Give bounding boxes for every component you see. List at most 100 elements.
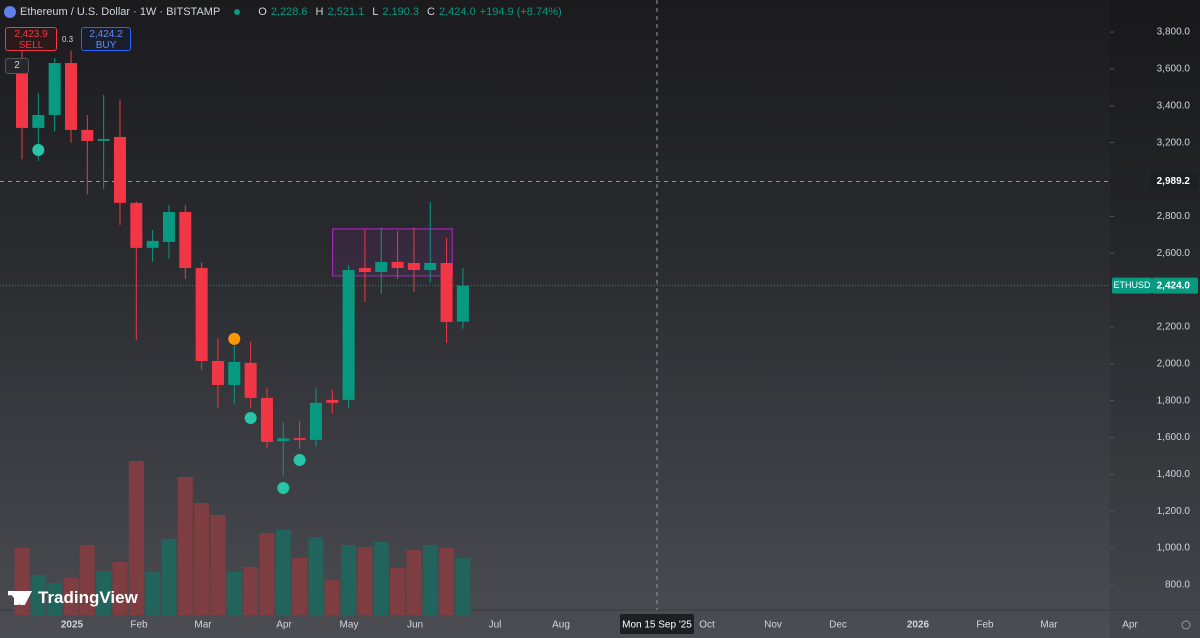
candle-body: [293, 438, 306, 440]
ohlc-value: 2,190.3: [382, 6, 420, 18]
candle-body: [211, 361, 224, 385]
crosshair-date: Mon 15 Sep '25: [622, 620, 692, 631]
candle-body: [424, 262, 437, 270]
price-label-name: ETHUSD: [1113, 280, 1151, 290]
price-label: 2,424.0: [1157, 280, 1191, 291]
candle-body: [440, 262, 453, 322]
candle-body: [309, 402, 322, 440]
sell-price: 2,423.9: [14, 29, 48, 40]
volume-bar: [194, 503, 210, 615]
y-tick-label: 3,800.0: [1157, 27, 1191, 38]
signal-dot: [244, 411, 257, 424]
candle-body: [375, 261, 388, 273]
volume-bar: [226, 572, 242, 615]
volume-bar: [145, 572, 161, 615]
y-tick-label: 3,600.0: [1157, 64, 1191, 75]
ohlc-value: 2,228.6: [270, 6, 308, 18]
crosshair-date-box: [620, 614, 694, 634]
volume-bar: [210, 515, 226, 615]
market-status: [234, 9, 241, 15]
sell-button[interactable]: 2,423.9 SELL: [5, 27, 57, 51]
x-tick-label: Nov: [764, 620, 782, 631]
volume-bar: [243, 567, 259, 615]
y-tick-label: 2,800.0: [1157, 211, 1191, 222]
y-tick-label: 1,000.0: [1157, 543, 1191, 554]
volume-bar: [47, 583, 63, 615]
y-tick-label: 1,200.0: [1157, 506, 1191, 517]
volume-bar: [439, 548, 455, 615]
candle-body: [391, 261, 404, 268]
brand-logo: [8, 591, 32, 605]
y-tick-label: 1,800.0: [1157, 395, 1191, 406]
volume-bar: [275, 530, 291, 615]
price-label-box: [1112, 277, 1152, 294]
ohlc-key: C: [427, 6, 435, 18]
buy-label: BUY: [95, 40, 117, 51]
x-tick-label: Aug: [552, 620, 570, 631]
y-tick-label: 3,200.0: [1157, 137, 1191, 148]
ohlc-value: 2,521.1: [327, 6, 365, 18]
volume-bar: [390, 568, 406, 615]
y-tick-label: 1,600.0: [1157, 432, 1191, 443]
spread: 0.3: [62, 35, 74, 44]
candle-body: [97, 138, 110, 141]
y-tick-label: 800.0: [1165, 580, 1190, 591]
symbol-icon: [4, 6, 16, 18]
volume-bar: [30, 575, 46, 615]
candle-body: [260, 397, 273, 442]
candle-body: [162, 211, 175, 242]
symbol[interactable]: Ethereum / U.S. Dollar · 1W · BITSTAMP: [20, 6, 221, 18]
x-tick-label: Oct: [699, 620, 715, 631]
x-tick-label: Apr: [276, 620, 292, 631]
signal-dot: [228, 332, 241, 345]
legend-header: Ethereum / U.S. Dollar · 1W · BITSTAMP O…: [4, 2, 562, 22]
buy-button[interactable]: 2,424.2 BUY: [81, 27, 131, 51]
candle-body: [32, 114, 45, 128]
candle-body: [16, 65, 28, 128]
candle-body: [407, 262, 420, 270]
change: +194.9 (+8.74%): [479, 6, 562, 18]
volume-bar: [177, 477, 193, 615]
price-axis: [1110, 0, 1200, 638]
x-tick-label: Feb: [976, 620, 994, 631]
volume-bar: [422, 545, 438, 615]
ohlc-value: 2,424.0: [438, 6, 476, 18]
x-tick-label: Dec: [829, 620, 847, 631]
candle-body: [326, 399, 339, 403]
x-tick-label: Apr: [1122, 620, 1138, 631]
price-label-box: [1152, 277, 1198, 294]
ohlc-key: O: [258, 6, 267, 18]
candle-body: [195, 267, 208, 362]
candle-body: [48, 63, 61, 115]
signal-dot: [277, 482, 290, 494]
volume-bar: [63, 578, 79, 615]
volume-bar: [455, 558, 471, 615]
candle-body: [244, 362, 257, 398]
volume-bar: [308, 537, 324, 615]
volume-bar: [406, 550, 422, 615]
candle-body: [179, 211, 192, 268]
volume-bar: [128, 461, 144, 615]
volume-bar: [161, 539, 177, 615]
candle-body: [228, 361, 241, 385]
buy-price: 2,424.2: [89, 29, 123, 40]
x-tick-label: Mar: [1040, 620, 1058, 631]
x-tick-label: 2026: [907, 620, 930, 631]
candle-body: [81, 129, 94, 141]
volume-bar: [373, 542, 389, 615]
volume-bar: [292, 558, 308, 615]
volume-bar: [79, 545, 95, 615]
crosshair-price: 2,989.2: [1157, 176, 1191, 187]
candle-body: [64, 63, 77, 130]
indicator-toggle[interactable]: 2: [5, 58, 29, 74]
candle-body: [146, 240, 159, 248]
candle-body: [358, 267, 371, 273]
candle-body: [342, 269, 355, 400]
volume-bar: [341, 545, 357, 615]
sell-label: SELL: [18, 40, 44, 51]
ohlc-key: H: [315, 6, 324, 18]
settings-icon[interactable]: [1181, 620, 1191, 630]
x-tick-label: Jul: [489, 620, 502, 631]
